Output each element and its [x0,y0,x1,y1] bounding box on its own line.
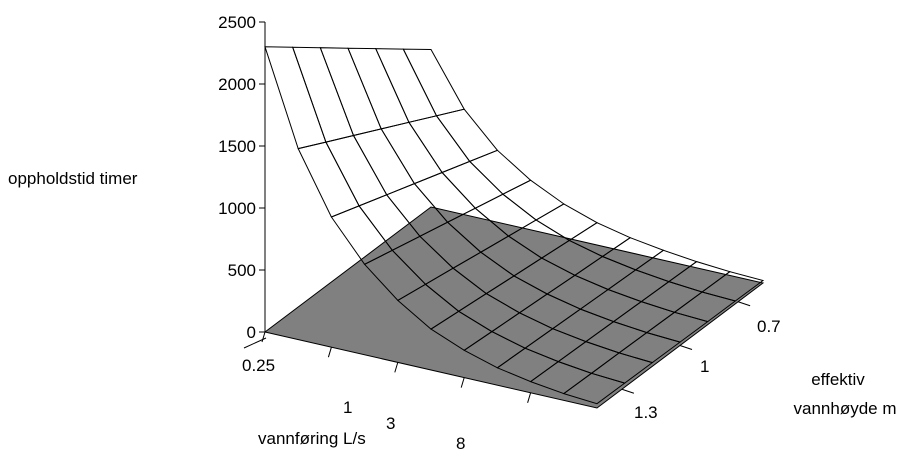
z-tick-label: 500 [228,261,256,280]
floor-plane [263,206,765,409]
x-tick [527,392,532,403]
surface-cell [264,46,327,150]
z-axis [243,21,751,403]
x-tick-label: 16 [524,454,543,456]
z-tick-label: 0 [247,323,256,342]
floor-plane-layer [263,206,765,409]
z-tick-label: 1000 [218,199,256,218]
x-axis-title: vannføring L/s [258,429,366,448]
x-tick [327,347,332,358]
x-tick-label: 8 [456,434,465,453]
x-tick-label: 1 [343,398,352,417]
y-tick-label: 1.3 [634,403,658,422]
z-tick-label: 1500 [218,137,256,156]
x-tick [460,377,465,388]
y-tick [621,388,635,394]
y-tick [737,301,751,307]
x-tick-label: 0.25 [242,356,275,375]
z-tick-label: 2500 [218,13,256,32]
surface-mesh-layer [264,46,765,405]
z-axis-title: oppholdstid timer [8,169,138,188]
x-tick [261,331,266,343]
y-tick-label: 1 [700,357,709,376]
z-tick-label: 2000 [218,75,256,94]
y-tick [679,345,693,350]
y-tick-label: 0.7 [757,317,781,336]
x-tick [394,362,399,373]
x-tick [243,337,267,349]
y-axis-title-line-2: vannhøyde m [794,399,897,418]
y-axis-title-line-1: effektiv [811,370,865,389]
x-tick-label: 3 [386,414,395,433]
tick-label-layer: 0 500 1000 1500 2000 2500 0.25 1 3 8 16 0.7 1 1.3 [218,13,780,456]
